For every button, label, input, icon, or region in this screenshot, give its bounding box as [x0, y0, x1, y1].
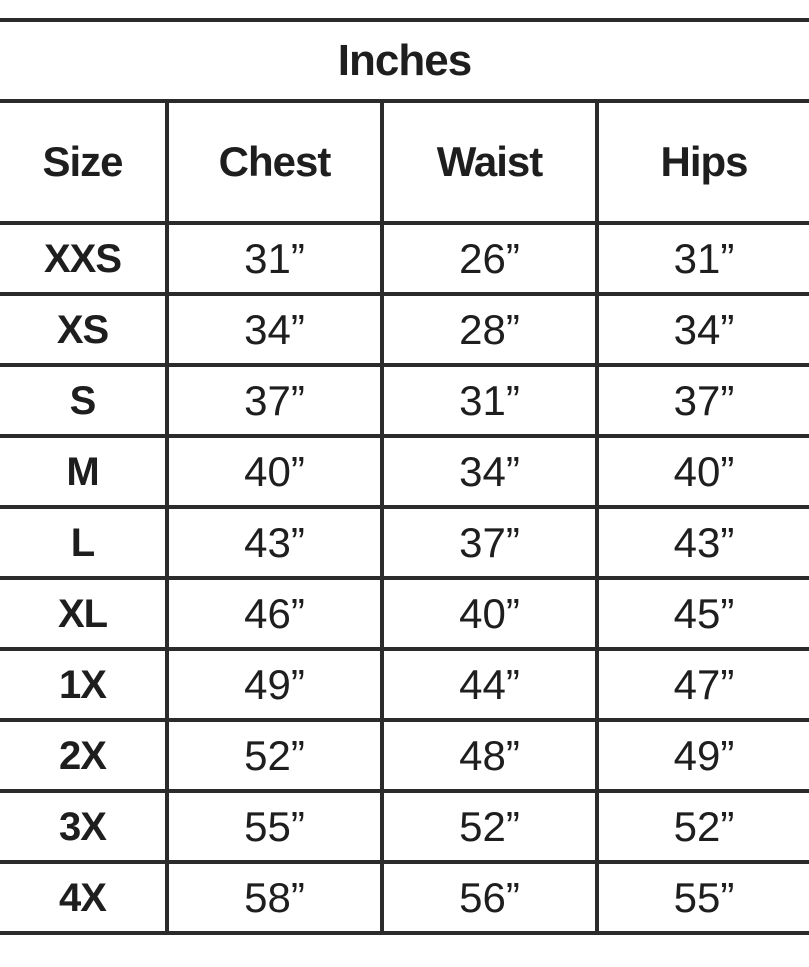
- column-header-hips: Hips: [595, 103, 809, 221]
- unit-header-label: Inches: [337, 35, 472, 85]
- column-header-chest: Chest: [165, 103, 380, 221]
- size-cell: M: [66, 449, 99, 494]
- waist-cell: 28”: [380, 296, 595, 363]
- table-row: L 43” 37” 43”: [0, 509, 809, 580]
- hips-cell: 52”: [595, 793, 809, 860]
- size-cell: S: [69, 378, 97, 423]
- chest-cell: 49”: [165, 651, 380, 718]
- hips-cell: 55”: [595, 864, 809, 931]
- size-chart-table: Inches Size Chest Waist Hips XXS 31” 26”…: [0, 18, 809, 935]
- hips-cell: 43”: [595, 509, 809, 576]
- table-row: 3X 55” 52” 52”: [0, 793, 809, 864]
- hips-cell: 40”: [595, 438, 809, 505]
- table-row: 2X 52” 48” 49”: [0, 722, 809, 793]
- chest-cell: 52”: [165, 722, 380, 789]
- chest-cell: 55”: [165, 793, 380, 860]
- chest-cell: 31”: [165, 225, 380, 292]
- size-cell: L: [70, 520, 95, 565]
- table-row: XS 34” 28” 34”: [0, 296, 809, 367]
- waist-cell: 34”: [380, 438, 595, 505]
- chest-cell: 46”: [165, 580, 380, 647]
- size-cell: 4X: [59, 875, 107, 920]
- waist-cell: 40”: [380, 580, 595, 647]
- size-cell: XXS: [43, 236, 122, 281]
- size-cell: XS: [56, 307, 109, 352]
- column-header-row: Size Chest Waist Hips: [0, 103, 809, 225]
- chest-cell: 40”: [165, 438, 380, 505]
- waist-cell: 52”: [380, 793, 595, 860]
- hips-cell: 34”: [595, 296, 809, 363]
- waist-cell: 26”: [380, 225, 595, 292]
- table-row: XL 46” 40” 45”: [0, 580, 809, 651]
- hips-cell: 45”: [595, 580, 809, 647]
- size-cell: XL: [57, 591, 108, 636]
- cut-off-row-remnant: [0, 0, 809, 18]
- table-row: M 40” 34” 40”: [0, 438, 809, 509]
- unit-header-row: Inches: [0, 22, 809, 103]
- size-cell: 2X: [59, 733, 107, 778]
- table-row: 1X 49” 44” 47”: [0, 651, 809, 722]
- chest-cell: 58”: [165, 864, 380, 931]
- table-row: 4X 58” 56” 55”: [0, 864, 809, 935]
- size-cell: 1X: [59, 662, 107, 707]
- chest-cell: 37”: [165, 367, 380, 434]
- hips-cell: 37”: [595, 367, 809, 434]
- waist-cell: 31”: [380, 367, 595, 434]
- column-header-waist: Waist: [380, 103, 595, 221]
- hips-cell: 31”: [595, 225, 809, 292]
- hips-cell: 49”: [595, 722, 809, 789]
- waist-cell: 56”: [380, 864, 595, 931]
- table-row: XXS 31” 26” 31”: [0, 225, 809, 296]
- hips-cell: 47”: [595, 651, 809, 718]
- chest-cell: 34”: [165, 296, 380, 363]
- waist-cell: 44”: [380, 651, 595, 718]
- waist-cell: 48”: [380, 722, 595, 789]
- waist-cell: 37”: [380, 509, 595, 576]
- column-header-size: Size: [42, 138, 123, 185]
- table-row: S 37” 31” 37”: [0, 367, 809, 438]
- chest-cell: 43”: [165, 509, 380, 576]
- size-cell: 3X: [59, 804, 107, 849]
